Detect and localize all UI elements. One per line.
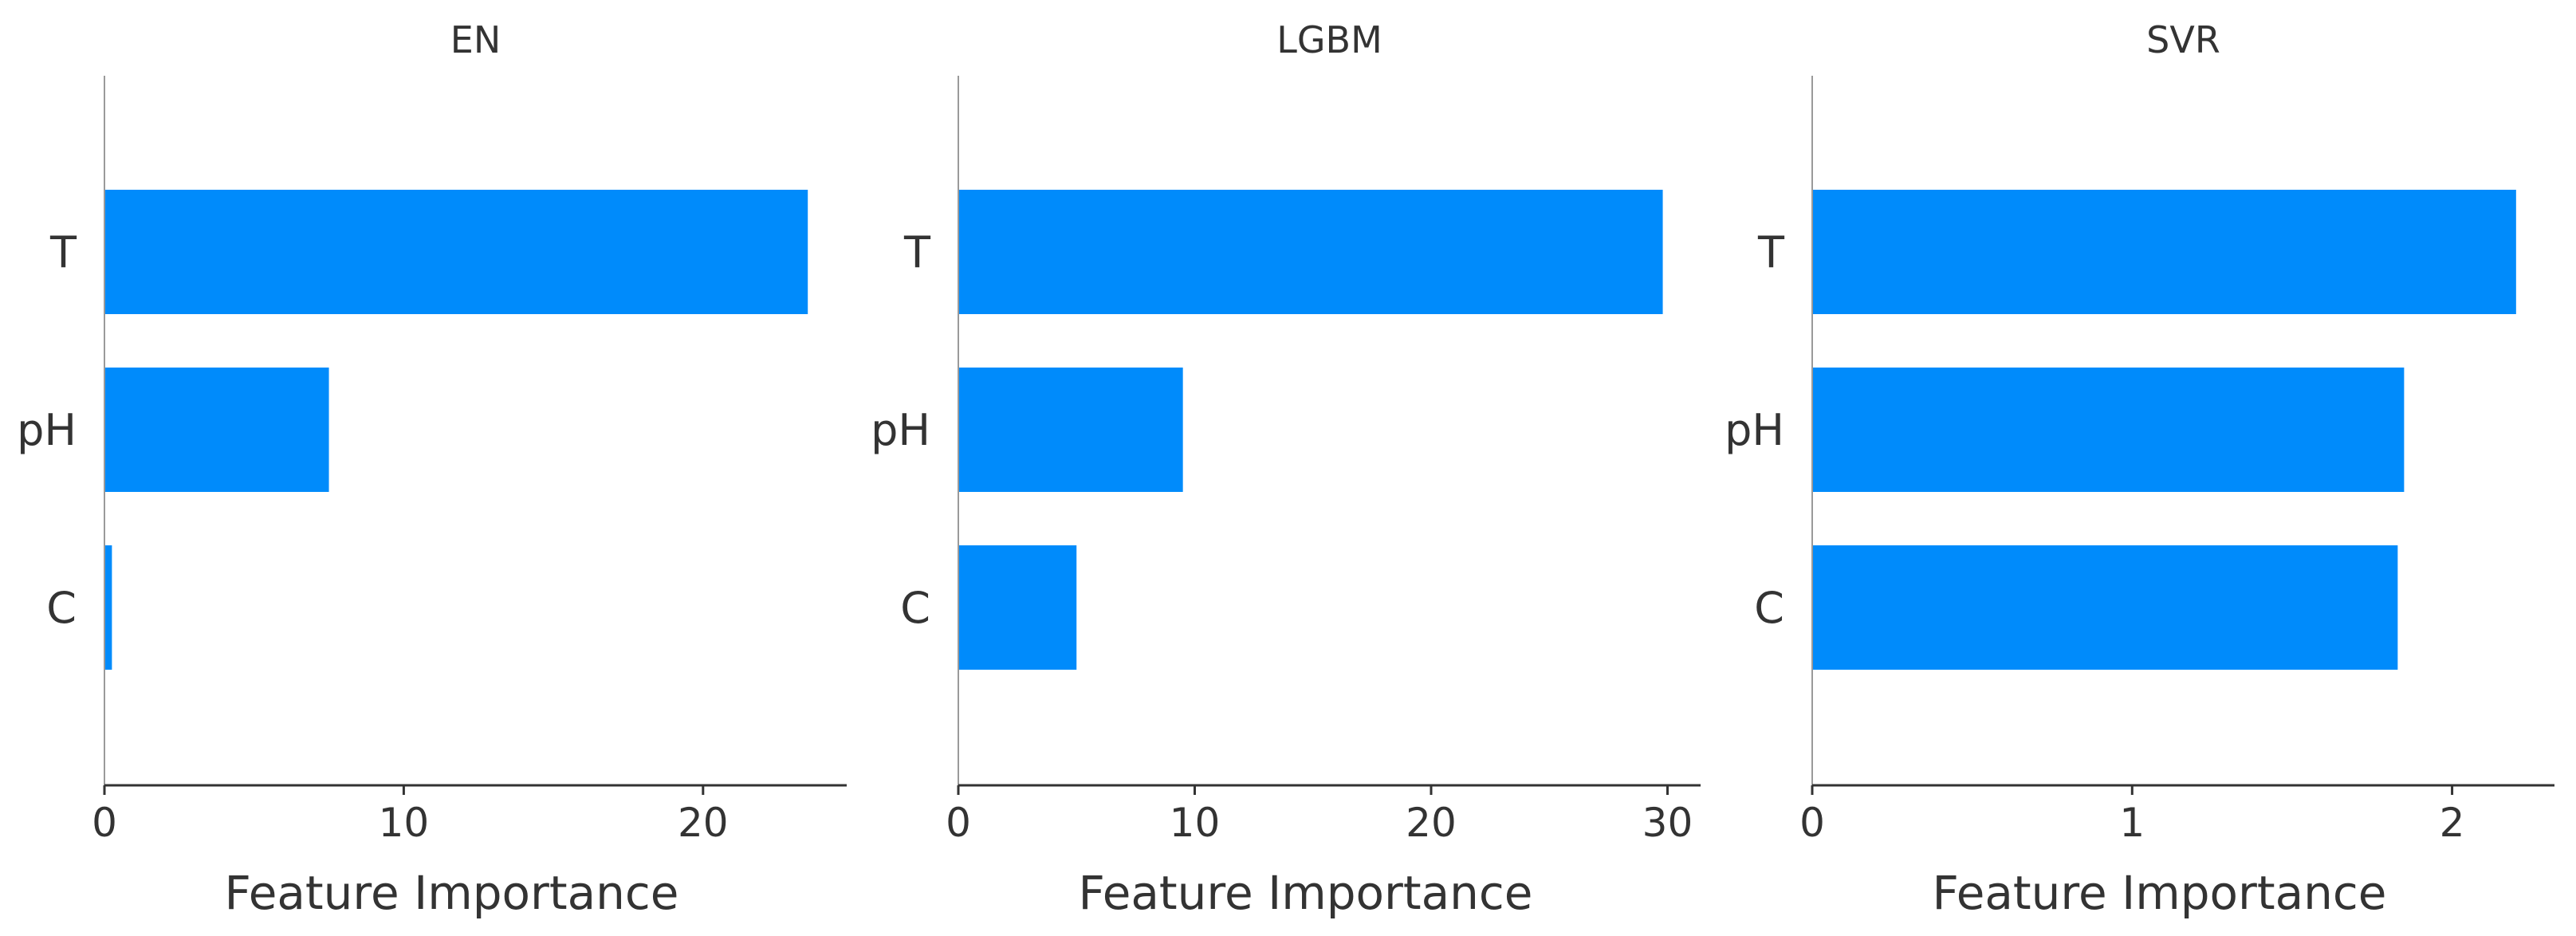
en-category-label-t: T (49, 227, 77, 277)
svr-chart-title: SVR (2146, 18, 2220, 61)
svr-x-tick-label: 0 (1799, 800, 1825, 846)
lgbm-chart: LGBM TpH C 0 10 20 30 Feature Importance (871, 18, 1701, 920)
lgbm-chart-title: LGBM (1276, 18, 1382, 61)
en-category-label-c: C (46, 583, 77, 633)
svr-x-tick-label: 2 (2440, 800, 2465, 846)
svr-bar-ph (1812, 368, 2405, 492)
svr-chart: SVR TpH C 0 1 2 Feature Importance (1725, 18, 2554, 920)
svr-bar-t (1812, 190, 2516, 314)
svr-bar-c (1812, 545, 2398, 670)
lgbm-bar-c (958, 545, 1077, 670)
lgbm-x-tick-label: 30 (1642, 800, 1693, 846)
en-bar-t (104, 190, 808, 314)
en-chart-title: EN (450, 18, 501, 61)
lgbm-category-label-c: C (900, 583, 930, 633)
svr-x-tick-label: 1 (2119, 800, 2145, 846)
en-x-tick-label: 0 (92, 800, 117, 846)
lgbm-x-tick-label: 20 (1406, 800, 1457, 846)
lgbm-x-axis-label: Feature Importance (1079, 866, 1533, 920)
en-x-tick-label: 20 (678, 800, 729, 846)
en-x-axis-label: Feature Importance (225, 866, 679, 920)
svr-x-axis-label: Feature Importance (1933, 866, 2387, 920)
lgbm-category-label-ph: pH (871, 405, 930, 455)
en-category-label-ph: pH (17, 405, 77, 455)
en-chart: EN TpH C 0 10 20 Feature Importance (17, 18, 847, 920)
en-bar-ph (104, 368, 329, 492)
lgbm-category-label-t: T (903, 227, 931, 277)
lgbm-x-tick-label: 0 (946, 800, 971, 846)
en-bar-c (104, 545, 112, 670)
svr-category-label-t: T (1757, 227, 1785, 277)
lgbm-x-tick-label: 10 (1170, 800, 1221, 846)
en-x-tick-label: 10 (379, 800, 430, 846)
svr-category-label-c: C (1754, 583, 1784, 633)
lgbm-bar-t (958, 190, 1663, 314)
svr-category-label-ph: pH (1725, 405, 1784, 455)
lgbm-bar-ph (958, 368, 1183, 492)
